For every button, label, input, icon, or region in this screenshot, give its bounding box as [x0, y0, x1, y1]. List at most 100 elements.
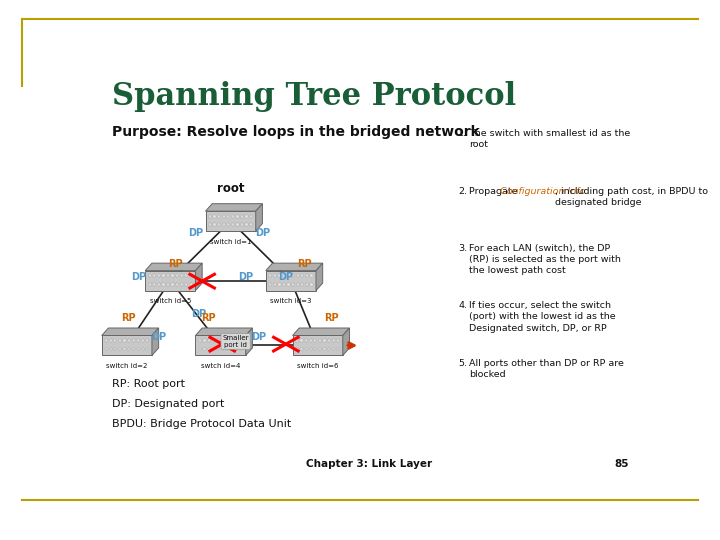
Polygon shape	[102, 328, 158, 335]
Polygon shape	[266, 263, 323, 271]
FancyBboxPatch shape	[222, 348, 224, 350]
FancyBboxPatch shape	[226, 339, 228, 342]
Text: 1.: 1.	[459, 129, 467, 138]
FancyBboxPatch shape	[190, 282, 192, 286]
FancyBboxPatch shape	[231, 348, 233, 350]
FancyBboxPatch shape	[306, 274, 308, 277]
FancyBboxPatch shape	[337, 339, 339, 342]
Text: 5.: 5.	[459, 359, 467, 368]
FancyBboxPatch shape	[203, 339, 206, 342]
FancyBboxPatch shape	[213, 223, 216, 226]
FancyBboxPatch shape	[119, 339, 121, 342]
FancyBboxPatch shape	[231, 339, 233, 342]
FancyBboxPatch shape	[158, 282, 160, 286]
Polygon shape	[292, 328, 349, 335]
Text: switch id=3: switch id=3	[270, 298, 312, 304]
FancyBboxPatch shape	[269, 274, 271, 277]
Text: DP: DP	[192, 309, 207, 319]
FancyBboxPatch shape	[323, 339, 325, 342]
FancyBboxPatch shape	[209, 223, 211, 226]
FancyBboxPatch shape	[297, 282, 299, 286]
FancyBboxPatch shape	[314, 339, 316, 342]
FancyBboxPatch shape	[171, 274, 174, 277]
FancyBboxPatch shape	[246, 223, 248, 226]
FancyBboxPatch shape	[287, 282, 289, 286]
FancyBboxPatch shape	[246, 215, 248, 218]
FancyBboxPatch shape	[205, 211, 256, 231]
FancyBboxPatch shape	[137, 348, 140, 350]
FancyBboxPatch shape	[296, 339, 298, 342]
Text: switch id=5: switch id=5	[150, 298, 191, 304]
Text: Smaller
port id: Smaller port id	[222, 335, 249, 348]
FancyBboxPatch shape	[296, 348, 298, 350]
FancyBboxPatch shape	[153, 282, 156, 286]
FancyBboxPatch shape	[227, 223, 230, 226]
Text: 3.: 3.	[459, 244, 467, 253]
Text: Configuration Info: Configuration Info	[500, 187, 585, 195]
FancyBboxPatch shape	[278, 274, 281, 277]
FancyBboxPatch shape	[319, 339, 321, 342]
Text: All ports other than DP or RP are
blocked: All ports other than DP or RP are blocke…	[469, 359, 624, 379]
FancyBboxPatch shape	[305, 339, 307, 342]
Polygon shape	[343, 328, 349, 355]
FancyBboxPatch shape	[217, 348, 220, 350]
Text: DP: DP	[238, 272, 253, 281]
FancyBboxPatch shape	[297, 274, 299, 277]
Polygon shape	[152, 328, 158, 355]
Text: swtch id=4: swtch id=4	[201, 363, 240, 369]
Text: RP: RP	[168, 259, 183, 269]
FancyBboxPatch shape	[176, 274, 179, 277]
FancyBboxPatch shape	[195, 335, 246, 355]
FancyBboxPatch shape	[218, 223, 220, 226]
FancyBboxPatch shape	[167, 274, 169, 277]
FancyBboxPatch shape	[328, 339, 330, 342]
FancyBboxPatch shape	[236, 223, 238, 226]
FancyBboxPatch shape	[114, 339, 117, 342]
FancyBboxPatch shape	[185, 274, 187, 277]
FancyBboxPatch shape	[212, 348, 215, 350]
FancyBboxPatch shape	[310, 274, 312, 277]
FancyBboxPatch shape	[181, 274, 183, 277]
FancyBboxPatch shape	[167, 282, 169, 286]
FancyBboxPatch shape	[128, 339, 130, 342]
FancyBboxPatch shape	[146, 339, 148, 342]
FancyBboxPatch shape	[176, 282, 179, 286]
Text: Purpose: Resolve loops in the bridged network: Purpose: Resolve loops in the bridged ne…	[112, 125, 480, 139]
FancyBboxPatch shape	[185, 282, 187, 286]
Text: DP: DP	[255, 228, 270, 238]
FancyBboxPatch shape	[287, 274, 289, 277]
FancyBboxPatch shape	[132, 339, 135, 342]
FancyBboxPatch shape	[319, 348, 321, 350]
Text: 4.: 4.	[459, 301, 467, 310]
FancyBboxPatch shape	[153, 274, 156, 277]
FancyBboxPatch shape	[203, 348, 206, 350]
FancyBboxPatch shape	[208, 339, 210, 342]
Text: switch id=1: switch id=1	[210, 239, 251, 245]
FancyBboxPatch shape	[142, 348, 144, 350]
FancyBboxPatch shape	[278, 282, 281, 286]
FancyBboxPatch shape	[123, 339, 125, 342]
Text: switch id=2: switch id=2	[106, 363, 148, 369]
FancyBboxPatch shape	[158, 274, 160, 277]
FancyBboxPatch shape	[333, 339, 335, 342]
Text: switch id=6: switch id=6	[297, 363, 338, 369]
FancyBboxPatch shape	[190, 274, 192, 277]
FancyBboxPatch shape	[148, 274, 150, 277]
FancyBboxPatch shape	[310, 339, 312, 342]
FancyBboxPatch shape	[269, 282, 271, 286]
Polygon shape	[145, 263, 202, 271]
FancyBboxPatch shape	[199, 348, 201, 350]
FancyBboxPatch shape	[162, 274, 165, 277]
FancyBboxPatch shape	[274, 274, 276, 277]
FancyBboxPatch shape	[109, 348, 112, 350]
FancyBboxPatch shape	[119, 348, 121, 350]
FancyBboxPatch shape	[146, 348, 148, 350]
Text: DP: DP	[131, 272, 146, 281]
Text: RP: Root port: RP: Root port	[112, 379, 185, 389]
FancyBboxPatch shape	[208, 348, 210, 350]
FancyBboxPatch shape	[310, 282, 312, 286]
FancyBboxPatch shape	[323, 348, 325, 350]
Text: 85: 85	[614, 459, 629, 469]
Text: Spanning Tree Protocol: Spanning Tree Protocol	[112, 82, 516, 112]
Text: DP: DP	[279, 272, 294, 281]
